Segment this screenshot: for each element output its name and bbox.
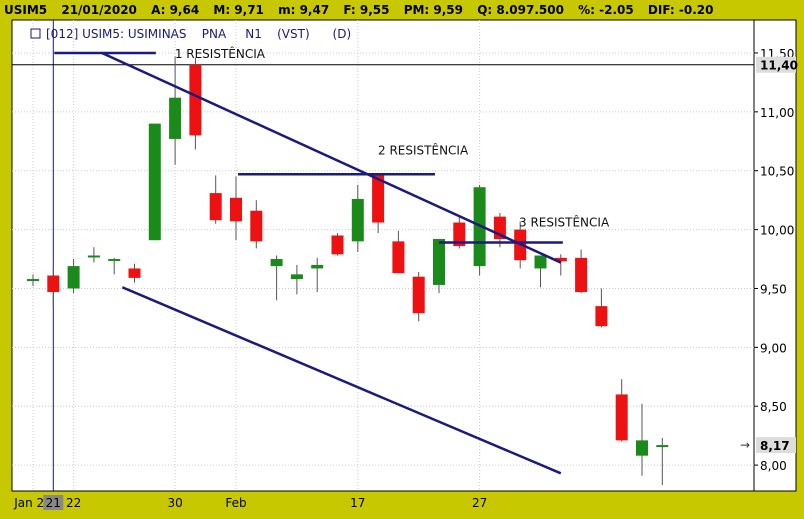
candle-body[interactable]	[575, 257, 588, 293]
price-line-marker	[756, 56, 796, 73]
x-tick-label: 17	[350, 496, 365, 510]
y-tick-label: 11,00	[760, 106, 794, 120]
plot-area[interactable]	[12, 20, 754, 491]
candle-body[interactable]	[331, 235, 344, 255]
candle-body[interactable]	[412, 276, 425, 314]
y-tick-label: 9,50	[760, 282, 787, 296]
close-label: F: 9,55	[343, 3, 390, 17]
candle-body[interactable]	[534, 255, 547, 269]
legend-text: [012] USIM5: USIMINAS PNA N1 (VST) (D)	[46, 27, 351, 41]
price-axis	[753, 19, 797, 492]
y-tick-label: 10,50	[760, 165, 794, 179]
candle-body[interactable]	[554, 257, 567, 262]
date-label: 21/01/2020	[61, 3, 137, 17]
last-price-marker	[756, 437, 796, 454]
last-price-arrow-icon: →	[740, 438, 750, 452]
x-tick-label: 30	[167, 496, 182, 510]
resistance-label: 2 RESISTÊNCIA	[378, 142, 469, 157]
pct-label: %: -2.05	[578, 3, 634, 17]
candle-body[interactable]	[67, 266, 80, 289]
candle-body[interactable]	[615, 394, 628, 441]
candle-body[interactable]	[250, 210, 263, 242]
y-tick-label: 8,50	[760, 400, 787, 414]
x-tick-label: Feb	[225, 496, 246, 510]
candle-body[interactable]	[595, 306, 608, 327]
trend-line[interactable]	[121, 286, 562, 475]
candle-body[interactable]	[108, 259, 121, 262]
symbol-label: USIM5	[4, 3, 48, 17]
candle-body[interactable]	[270, 259, 283, 267]
resistance-label: 3 RESISTÊNCIA	[519, 215, 610, 230]
resistance-label: 1 RESISTÊNCIA	[175, 46, 266, 61]
price-line-label: 11,40	[760, 59, 798, 73]
candle-body[interactable]	[189, 64, 202, 136]
candle-body[interactable]	[128, 268, 141, 278]
last-price-label: 8,17	[760, 439, 790, 453]
x-tick-label: Jan 20	[13, 496, 52, 510]
candle-body[interactable]	[636, 440, 648, 456]
high-label: M: 9,71	[213, 3, 264, 17]
y-tick-label: 10,00	[760, 224, 794, 238]
candle-body[interactable]	[169, 97, 182, 139]
y-tick-label: 9,00	[760, 341, 787, 355]
x-tick-label: 27	[472, 496, 487, 510]
candle-body[interactable]	[311, 264, 324, 269]
avg-label: PM: 9,59	[403, 3, 464, 17]
candle-body[interactable]	[148, 123, 161, 241]
x-tick-label: 22	[66, 496, 81, 510]
candle-body[interactable]	[87, 255, 100, 258]
plot-border	[11, 19, 755, 492]
candle-body[interactable]	[656, 445, 669, 448]
trend-line[interactable]	[101, 51, 562, 264]
x-tick-highlight	[43, 495, 64, 510]
candle-body[interactable]	[27, 279, 39, 282]
y-tick-label: 8,00	[760, 459, 787, 473]
candle-body[interactable]	[290, 274, 303, 280]
candle-body[interactable]	[433, 239, 445, 285]
candle-body[interactable]	[230, 197, 242, 222]
open-label: A: 9,64	[151, 3, 200, 17]
candle-body[interactable]	[209, 193, 222, 221]
x-tick-label: 21	[46, 496, 61, 510]
candle-body[interactable]	[351, 198, 364, 242]
low-label: m: 9,47	[278, 3, 330, 17]
candle-body[interactable]	[372, 175, 385, 223]
dif-label: DIF: -0.20	[647, 3, 714, 17]
quote-header: USIM5 21/01/2020 A: 9,64 M: 9,71 m: 9,47…	[0, 0, 804, 20]
legend-box	[30, 28, 41, 39]
candle-body[interactable]	[47, 275, 60, 293]
qty-label: Q: 8.097.500	[477, 3, 564, 17]
candle-body[interactable]	[392, 241, 405, 274]
candle-body[interactable]	[453, 222, 466, 247]
